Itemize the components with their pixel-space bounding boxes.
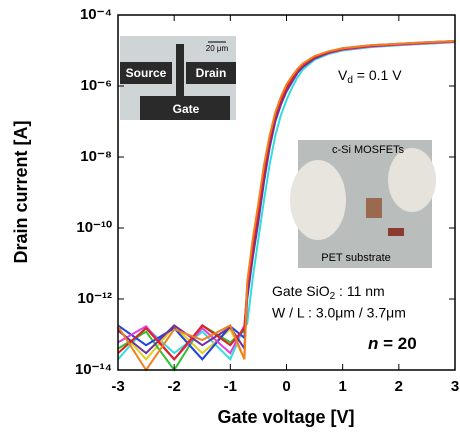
y-tick-label: 10⁻¹⁴ xyxy=(75,361,112,378)
annotation: Vd = 0.1 V xyxy=(338,67,402,86)
pad xyxy=(120,62,172,84)
y-tick-label: 10⁻⁶ xyxy=(80,77,112,94)
x-tick-label: -2 xyxy=(167,378,180,395)
glove xyxy=(290,160,346,240)
micrograph-inset: Source Drain Gate 20 μm xyxy=(120,36,236,120)
y-tick-label: 10⁻¹⁰ xyxy=(76,219,112,236)
inset-label: Source xyxy=(126,66,167,80)
annotation-part: 2 xyxy=(330,291,336,302)
annotation-part: d xyxy=(347,75,353,86)
pad xyxy=(140,96,230,120)
annotation-part: = 20 xyxy=(378,334,416,353)
annotation: n = 20 xyxy=(368,334,417,353)
x-tick-label: 0 xyxy=(282,378,290,395)
x-axis-label: Gate voltage [V] xyxy=(217,407,354,427)
x-tick-label: 2 xyxy=(395,378,403,395)
series-line xyxy=(117,40,456,372)
device xyxy=(366,198,382,218)
x-tick-label: -1 xyxy=(224,378,237,395)
pad xyxy=(186,62,236,84)
annotation-part: V xyxy=(338,67,348,83)
scale-label: 20 μm xyxy=(206,44,229,53)
x-tick-label: -3 xyxy=(111,378,124,395)
x-tick-label: 3 xyxy=(451,378,459,395)
pad xyxy=(176,44,184,98)
y-tick-label: 10⁻¹² xyxy=(77,290,112,307)
annotation-part: = 0.1 V xyxy=(353,67,402,83)
inset-label: Gate xyxy=(173,102,200,116)
annotation-part: : 11 nm xyxy=(335,283,385,299)
inset-label: c-Si MOSFETs xyxy=(332,144,405,156)
x-tick-label: 1 xyxy=(338,378,346,395)
annotation-part: Gate SiO xyxy=(272,283,330,299)
inset-label: PET substrate xyxy=(321,252,391,264)
y-tick-label: 10⁻⁸ xyxy=(80,148,112,165)
annotation: W / L : 3.0μm / 3.7μm xyxy=(272,305,406,321)
photo-inset: c-Si MOSFETs PET substrate xyxy=(290,140,436,268)
y-tick-label: 10⁻⁴ xyxy=(80,6,112,23)
y-axis-label: Drain current [A] xyxy=(11,120,31,263)
glove xyxy=(388,148,436,212)
inset-label: Drain xyxy=(196,66,227,80)
annotation: Gate SiO2 : 11 nm xyxy=(272,283,385,302)
annotation-part: n xyxy=(368,334,378,353)
device xyxy=(388,228,404,236)
plot-area xyxy=(117,40,456,372)
